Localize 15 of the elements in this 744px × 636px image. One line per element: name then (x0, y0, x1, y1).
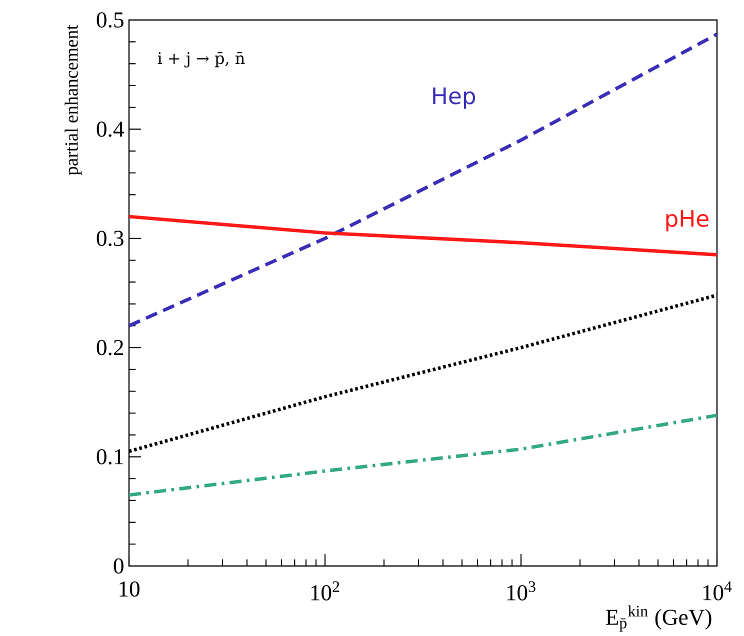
y-tick-label: 0 (114, 558, 124, 574)
text: Hep (433, 88, 476, 109)
y-tick-label: 0.4 (96, 122, 124, 137)
y-axis-title: partial enhancement (64, 24, 82, 176)
x-tick-label: 10$^{4}$ (703, 581, 732, 600)
y-tick-label: 0.1 (96, 449, 123, 464)
annotation: i + j → p̄, n̄ (158, 52, 245, 68)
x-tick-label: 10$^{3}$ (507, 581, 536, 600)
x-axis-title: E$_{p̄}$$^{kin}$ (GeV) (606, 605, 712, 632)
x-tick-label: 10 (120, 581, 140, 597)
series-label: pHe (666, 210, 708, 232)
x-tick-label: 10$^{2}$ (311, 581, 340, 600)
y-tick-label: 0.2 (96, 340, 124, 356)
y-tick-label: 0.3 (96, 230, 124, 246)
y-tick-label: 0.5 (96, 12, 124, 28)
